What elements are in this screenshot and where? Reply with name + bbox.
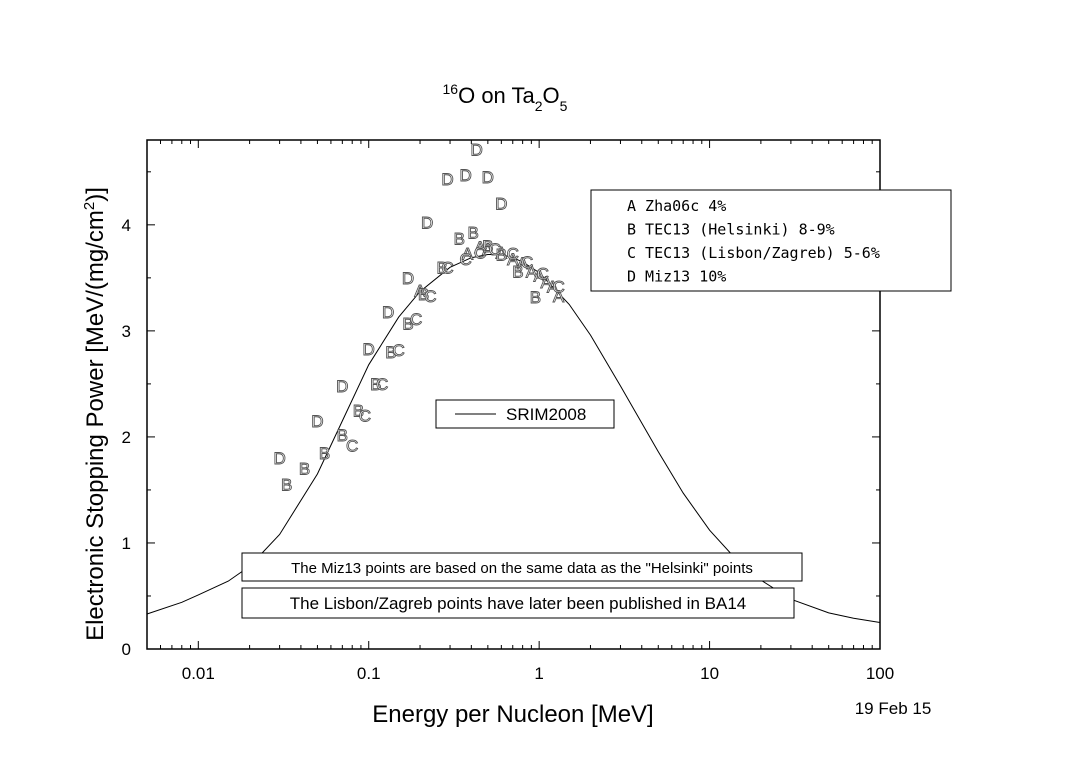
data-point-b: B xyxy=(370,375,381,394)
data-point-b: B xyxy=(337,426,348,445)
data-point-b: B xyxy=(496,246,507,265)
legend-box xyxy=(590,189,952,292)
data-point-d: D xyxy=(382,303,394,322)
data-point-a: A xyxy=(547,277,559,296)
note-2: The Lisbon/Zagreb points have later been… xyxy=(241,587,795,619)
legend-entry: B TEC13 (Helsinki) 8-9% xyxy=(627,221,835,239)
legend: A Zha06c 4% B TEC13 (Helsinki) 8-9% C TEC1… xyxy=(590,189,952,292)
y-axis-label-main: Electronic Stopping Power [MeV/(mg/cm xyxy=(82,210,109,641)
data-point-d: D xyxy=(402,269,414,288)
data-point-b: B xyxy=(512,263,523,282)
data-point-a: A xyxy=(507,250,519,269)
data-point-b: B xyxy=(319,444,330,463)
data-point-d: D xyxy=(471,141,483,160)
data-point-b: B xyxy=(418,285,429,304)
data-point-c: C xyxy=(474,243,486,262)
data-point-b: B xyxy=(482,237,493,256)
data-point-c: C xyxy=(521,253,533,272)
y-tick-label: 3 xyxy=(122,322,131,341)
data-point-b: B xyxy=(299,460,310,479)
plot-area-frame xyxy=(146,139,881,650)
note-1-box xyxy=(241,552,803,582)
data-point-b: B xyxy=(281,476,292,495)
data-point-c: C xyxy=(489,240,501,259)
title-part-2: O xyxy=(543,83,560,108)
y-axis-label: Electronic Stopping Power [MeV/(mg/cm2)] xyxy=(81,187,109,641)
x-tick-label: 0.01 xyxy=(182,664,215,683)
data-point-b: B xyxy=(530,288,541,307)
y-tick-label: 4 xyxy=(122,216,131,235)
date-stamp: 19 Feb 15 xyxy=(855,699,932,718)
data-point-b: B xyxy=(454,230,465,249)
x-tick-label: 1 xyxy=(534,664,543,683)
note-1-text: The Miz13 points are based on the same d… xyxy=(291,560,753,577)
title-mass-number: 16 xyxy=(443,81,459,97)
data-point-c: C xyxy=(537,265,549,284)
data-point-d: D xyxy=(363,340,375,359)
data-point-a: A xyxy=(541,273,553,292)
data-point-d: D xyxy=(311,412,323,431)
y-tick-label: 1 xyxy=(122,534,131,553)
y-tick-label: 0 xyxy=(122,640,131,659)
tick-labels: 0.01 0.1 1 10 100 0 1 2 3 4 xyxy=(122,216,895,683)
legend-entry: C TEC13 (Lisbon/Zagreb) 5-6% xyxy=(627,244,880,262)
data-point-c: C xyxy=(459,250,471,269)
data-point-a: A xyxy=(496,243,508,262)
y-axis-label-superscript: 2 xyxy=(81,202,98,210)
data-point-a: A xyxy=(482,240,494,259)
data-point-b: B xyxy=(437,258,448,277)
line-legend: SRIM2008 xyxy=(435,399,615,429)
data-point-c: C xyxy=(424,287,436,306)
line-legend-label: SRIM2008 xyxy=(506,405,586,424)
note-2-text: The Lisbon/Zagreb points have later been… xyxy=(290,594,746,613)
data-point-d: D xyxy=(273,449,285,468)
y-tick-label: 2 xyxy=(122,428,131,447)
data-point-a: A xyxy=(414,282,426,301)
data-point-b: B xyxy=(353,401,364,420)
data-point-c: C xyxy=(393,341,405,360)
note-2-box xyxy=(241,587,795,619)
data-point-c: C xyxy=(376,375,388,394)
data-point-d: D xyxy=(441,170,453,189)
x-tick-label: 100 xyxy=(866,664,894,683)
data-point-c: C xyxy=(507,245,519,264)
data-point-d: D xyxy=(421,214,433,233)
title-part-1: O on Ta xyxy=(458,83,535,108)
y-axis-label-end: )] xyxy=(82,187,109,202)
data-point-a: A xyxy=(534,267,546,286)
x-tick-label: 10 xyxy=(700,664,719,683)
data-point-d: D xyxy=(459,166,471,185)
legend-entry: D Miz13 10% xyxy=(627,268,726,286)
data-point-c: C xyxy=(552,277,564,296)
data-point-d: D xyxy=(336,377,348,396)
data-point-b: B xyxy=(402,315,413,334)
data-point-b: B xyxy=(468,223,479,242)
legend-entry: A Zha06c 4% xyxy=(627,197,726,215)
x-axis-label: Energy per Nucleon [MeV] xyxy=(372,701,653,728)
data-point-a: A xyxy=(526,263,538,282)
data-point-a: A xyxy=(553,287,565,306)
data-point-c: C xyxy=(410,310,422,329)
data-point-b: B xyxy=(385,343,396,362)
note-1: The Miz13 points are based on the same d… xyxy=(241,552,803,582)
data-point-c: C xyxy=(359,407,371,426)
data-point-a: A xyxy=(474,238,486,257)
chart-title: 16O on Ta2O5 xyxy=(443,81,568,114)
data-point-d: D xyxy=(495,195,507,214)
data-point-c: C xyxy=(346,436,358,455)
x-tick-label: 0.1 xyxy=(357,664,381,683)
data-point-a: A xyxy=(462,245,474,264)
title-subscript-2: 5 xyxy=(560,98,568,114)
data-point-c: C xyxy=(441,258,453,277)
data-point-a: A xyxy=(517,254,529,273)
data-point-d: D xyxy=(482,168,494,187)
title-subscript-1: 2 xyxy=(535,98,543,114)
